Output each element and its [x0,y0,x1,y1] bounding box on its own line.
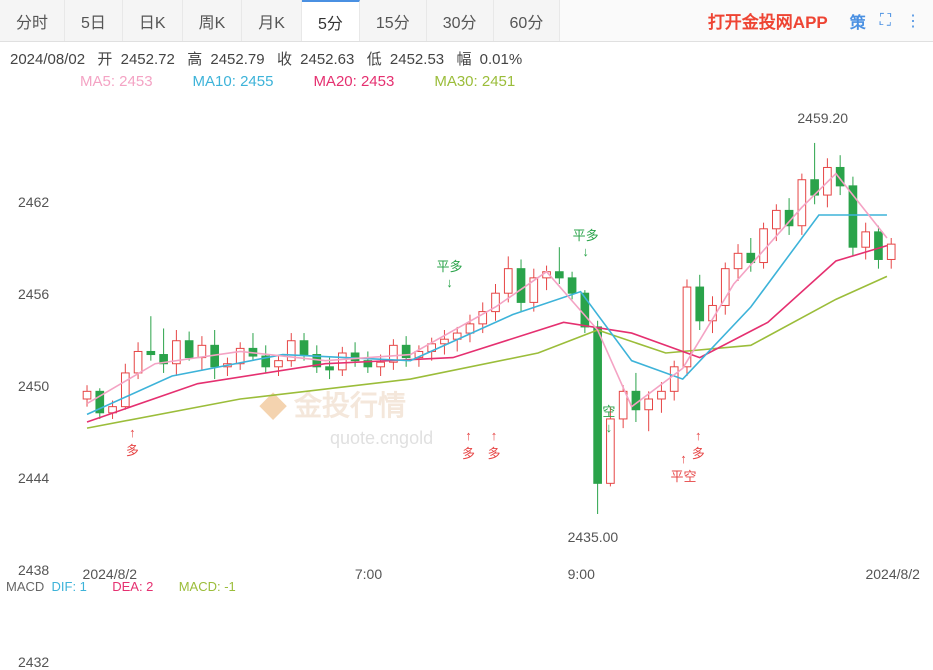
more-icon[interactable]: ⋮ [905,11,921,31]
ma20-label: MA20: 2453 [313,73,394,90]
trade-signal: 平多↓ [436,256,462,290]
top-tabbar: 分时5日日K周K月K5分15分30分60分 打开金投网APP 策 ⛶ ⋮ [0,0,933,42]
macd-label: MACD [6,579,44,594]
ohlc-date: 2024/08/02 [10,51,85,68]
ohlc-summary: 2024/08/02 开 2452.72 高 2452.79 收 2452.63… [0,42,933,71]
y-tick-label: 2456 [18,286,49,302]
trade-signal: 空↓ [602,401,615,435]
tab-5日[interactable]: 5日 [65,0,123,41]
high-value: 2452.79 [210,51,264,68]
tab-日K[interactable]: 日K [123,0,183,41]
timeframe-tabs: 分时5日日K周K月K5分15分30分60分 [0,0,560,41]
chart-area[interactable]: ◆ 金投行情 quote.cngold MACD DIF: 1 DEA: 2 M… [0,94,933,594]
y-tick-label: 2462 [18,194,49,210]
ma-legend: MA5: 2453 MA10: 2455 MA20: 2453 MA30: 24… [0,71,933,94]
ma10-label: MA10: 2455 [193,73,274,90]
high-label: 高 [187,51,202,68]
topbar-right-icons: 策 ⛶ ⋮ [838,9,933,33]
trade-signal: ↑多 [462,428,475,462]
close-label: 收 [277,51,292,68]
close-value: 2452.63 [300,51,354,68]
x-tick-label: 9:00 [568,566,595,582]
open-label: 开 [97,51,112,68]
strategy-icon[interactable]: 策 [850,9,866,33]
tab-周K[interactable]: 周K [183,0,243,41]
y-tick-label: 2432 [18,654,49,670]
macd-macd: MACD: -1 [179,579,236,594]
candlestick-chart [0,94,933,594]
fullscreen-icon[interactable]: ⛶ [880,12,891,30]
y-tick-label: 2450 [18,378,49,394]
y-tick-label: 2438 [18,562,49,578]
tab-5分[interactable]: 5分 [302,0,360,41]
x-tick-label: 2024/8/2 [83,566,138,582]
trade-signal: ↑多 [126,425,139,459]
x-tick-label: 2024/8/2 [865,566,920,582]
ma5-label: MA5: 2453 [80,73,153,90]
promo-link[interactable]: 打开金投网APP [698,8,838,33]
ma30-label: MA30: 2451 [434,73,515,90]
trade-signal: 平多↓ [573,225,599,259]
trade-signal: ↑多 [488,428,501,462]
tab-月K[interactable]: 月K [242,0,302,41]
low-label: 低 [367,51,382,68]
amp-label: 幅 [456,51,471,68]
trade-signal: ↑多 [692,428,705,462]
price-annotation: 2459.20 [797,110,848,126]
open-value: 2452.72 [121,51,175,68]
tab-30分[interactable]: 30分 [427,0,494,41]
tab-分时[interactable]: 分时 [0,0,65,41]
tab-60分[interactable]: 60分 [494,0,561,41]
tab-15分[interactable]: 15分 [360,0,427,41]
amp-value: 0.01% [480,51,523,68]
y-tick-label: 2444 [18,470,49,486]
price-annotation: 2435.00 [568,529,619,545]
x-tick-label: 7:00 [355,566,382,582]
low-value: 2452.53 [390,51,444,68]
